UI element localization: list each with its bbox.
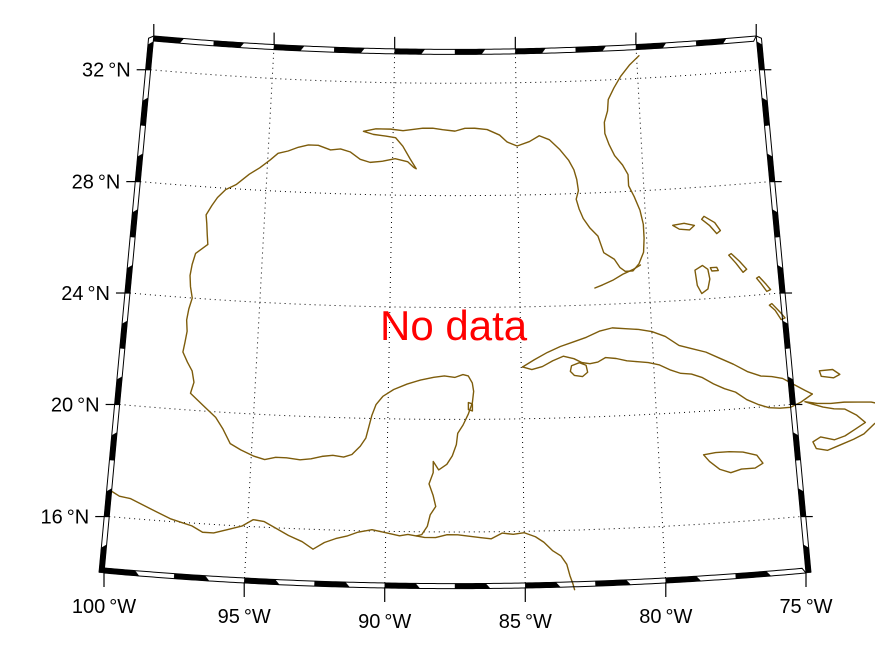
- frame-block-right: [761, 97, 770, 126]
- tick-marks: [95, 24, 813, 602]
- grid-line-lat: [109, 516, 801, 533]
- lat-label-32: 32 °N: [82, 60, 131, 82]
- coastline-cuba-south: [521, 355, 813, 409]
- grid-line-lat: [129, 292, 781, 308]
- axis-tick-labels: 16 °N 20 °N 24 °N 28 °N 32 °N 100 °W 95 °W 90 °…: [41, 60, 833, 633]
- lat-label-28: 28 °N: [72, 172, 121, 194]
- coastline-layer: [110, 55, 875, 591]
- grid-line-lon: [384, 48, 396, 588]
- frame-block-right: [782, 320, 791, 349]
- frame-block-right: [792, 432, 801, 461]
- grid-line-lat: [119, 403, 791, 420]
- frame-block-bottom: [103, 567, 140, 577]
- coastline-new-providence: [709, 266, 719, 272]
- frame-block-top: [394, 48, 426, 55]
- frame-block-top: [695, 38, 727, 47]
- frame-block-bottom: [735, 571, 772, 579]
- frame-block-left: [114, 376, 123, 405]
- frame-block-left: [140, 97, 149, 126]
- lon-label-90: 90 °W: [358, 611, 411, 633]
- lon-label-100: 100 °W: [72, 596, 136, 618]
- frame-block-top: [333, 47, 365, 54]
- frame-block-top: [575, 45, 607, 53]
- frame-block-top: [515, 47, 546, 55]
- frame-block-left: [145, 41, 154, 70]
- coastline-grand-bahama: [672, 222, 696, 231]
- grid-line-lon: [243, 44, 275, 584]
- frame-block-left: [135, 153, 144, 182]
- frame-block-right: [797, 488, 806, 517]
- coastline-hispaniola: [804, 401, 875, 452]
- frame-block-right: [803, 544, 812, 574]
- grid-line-lat: [140, 181, 770, 197]
- coastline-florida-keys: [594, 264, 642, 289]
- frame-block-top: [454, 49, 486, 55]
- frame-block-top: [635, 42, 667, 50]
- frame-block-right: [787, 376, 796, 405]
- frame-edge: [153, 35, 757, 55]
- grid-line-lon: [514, 48, 526, 588]
- frame-block-right: [772, 209, 781, 238]
- coastline-long-island: [768, 302, 786, 321]
- frame-block-top: [273, 44, 305, 52]
- no-data-annotation: No data: [380, 302, 528, 349]
- coastline-andros: [694, 264, 711, 295]
- frame-block-left: [129, 209, 138, 238]
- frame-block-bottom: [524, 582, 561, 589]
- coastline-gulf-us-mexico: [205, 55, 645, 273]
- coastline-honduras-caribbean: [415, 532, 576, 591]
- coastline-eleuthera: [728, 252, 748, 273]
- lon-label-80: 80 °W: [639, 606, 692, 628]
- lon-label-85: 85 °W: [499, 611, 552, 633]
- coastline-isla-juventud: [569, 362, 589, 378]
- frame-block-bottom: [595, 579, 632, 587]
- coastline-great-inagua: [818, 368, 841, 379]
- frame-block-bottom: [173, 573, 210, 582]
- grid-line-lat: [150, 69, 760, 84]
- lat-label-16: 16 °N: [41, 507, 90, 529]
- graticule-grid: [109, 44, 801, 588]
- frame-block-bottom: [665, 576, 702, 584]
- frame-block-bottom: [244, 577, 280, 585]
- frame-block-left: [104, 488, 113, 517]
- coastline-jamaica: [702, 450, 764, 474]
- frame-block-right: [766, 153, 775, 182]
- grid-line-lon: [635, 44, 667, 584]
- frame-block-bottom: [314, 580, 351, 588]
- coastline-cozumel: [467, 401, 474, 412]
- frame-block-left: [98, 544, 107, 574]
- coastline-abaco: [700, 215, 722, 235]
- frame-block-top: [213, 40, 245, 48]
- frame-block-left: [109, 432, 118, 461]
- lon-label-95: 95 °W: [218, 606, 271, 628]
- frame-block-bottom: [454, 583, 491, 589]
- frame-block-right: [756, 41, 765, 70]
- lat-label-24: 24 °N: [61, 283, 110, 305]
- frame-block-bottom: [384, 582, 421, 589]
- lat-label-20: 20 °N: [51, 394, 100, 416]
- coastline-cuba-north: [521, 327, 813, 395]
- lon-label-75: 75 °W: [779, 596, 832, 618]
- frame-block-right: [777, 264, 786, 294]
- coastline-mexico-south: [110, 243, 475, 550]
- frame-block-top: [153, 35, 185, 44]
- frame-block-left: [119, 320, 128, 349]
- map-frame: [98, 35, 812, 590]
- coastline-cat-island: [755, 275, 772, 293]
- frame-block-left: [124, 264, 133, 294]
